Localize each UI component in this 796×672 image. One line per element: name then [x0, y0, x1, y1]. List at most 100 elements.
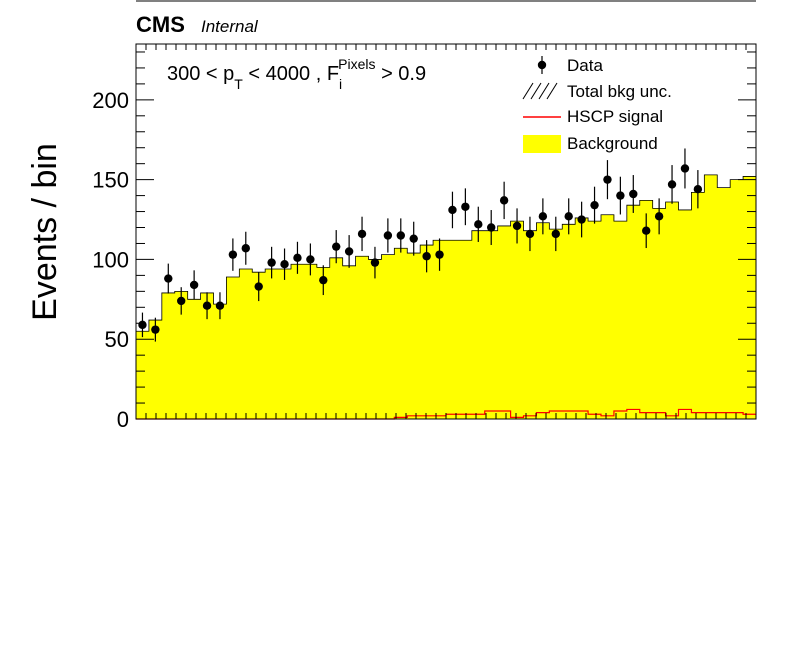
data-point-30 [525, 229, 535, 239]
data-point-0 [138, 320, 147, 330]
background-bin-32 [549, 229, 563, 419]
data-point-32 [551, 229, 560, 239]
background-bin-5 [200, 292, 214, 419]
data-point-3 [177, 296, 186, 306]
y-tick-label-50: 50 [105, 327, 129, 352]
legend-entry-data: Data [537, 56, 603, 75]
data-point-40 [654, 212, 664, 221]
data-point-10 [267, 258, 276, 267]
background-bin-44 [704, 174, 718, 419]
legend-unc-hatch [522, 82, 558, 100]
data-point-4 [189, 280, 199, 290]
background-bin-15 [329, 257, 344, 419]
background-bin-37 [613, 221, 628, 419]
background-bin-33 [562, 224, 576, 419]
background-bin-6 [213, 304, 227, 419]
background-bin-24 [446, 240, 460, 419]
background-histogram [135, 174, 757, 419]
selection-annotation: 300 < pT < 4000 , Fi Pixels > 0.9 [167, 56, 426, 92]
data-point-26 [474, 220, 483, 229]
legend-entry-unc: Total bkg unc. [522, 82, 672, 101]
data-points [138, 148, 703, 342]
data-point-38 [629, 189, 638, 199]
background-bin-26 [471, 230, 486, 419]
legend-label-bkg: Background [567, 134, 658, 153]
background-bin-13 [303, 264, 318, 419]
data-point-29 [512, 221, 522, 231]
data-point-17 [357, 229, 367, 239]
data-point-18 [370, 258, 380, 267]
data-point-39 [642, 226, 651, 235]
data-point-36 [603, 175, 612, 184]
internal-label: Internal [201, 17, 259, 36]
data-point-6 [215, 301, 225, 310]
y-axis-label: Events / bin [26, 143, 64, 321]
background-bin-23 [433, 240, 447, 419]
legend-label-signal: HSCP signal [567, 107, 663, 126]
background-bin-17 [355, 256, 369, 419]
background-outline [135, 174, 757, 419]
data-point-27 [487, 223, 496, 232]
data-point-31 [538, 212, 548, 221]
data-point-19 [383, 231, 393, 240]
legend: Data Total bkg unc. HSCP signal Backgrou… [522, 56, 672, 153]
data-point-33 [564, 212, 573, 221]
annot-suffix: > 0.9 [376, 63, 427, 85]
background-bin-7 [226, 276, 240, 419]
background-bin-41 [665, 201, 679, 419]
data-point-24 [448, 205, 457, 215]
data-point-21 [409, 234, 418, 243]
data-point-28 [499, 196, 509, 205]
background-bin-43 [691, 192, 705, 419]
data-point-20 [396, 231, 405, 240]
background-bin-47 [743, 176, 757, 419]
background-bin-40 [652, 208, 666, 419]
background-bin-21 [407, 253, 421, 419]
background-bin-35 [588, 221, 602, 419]
legend-label-unc: Total bkg unc. [567, 82, 672, 101]
background-bin-19 [381, 254, 395, 419]
data-point-7 [228, 250, 238, 259]
data-point-9 [254, 282, 263, 291]
data-point-1 [151, 325, 160, 334]
data-point-14 [319, 275, 328, 285]
annot-f-sup: Pixels [338, 56, 375, 72]
data-point-15 [332, 242, 341, 251]
y-tick-label-100: 100 [92, 247, 129, 272]
data-point-35 [590, 200, 599, 210]
cms-label: CMS [136, 12, 185, 37]
data-point-37 [616, 191, 625, 200]
data-point-25 [461, 202, 470, 211]
legend-entry-bkg: Background [523, 134, 658, 153]
background-bin-10 [265, 269, 279, 419]
data-point-34 [577, 215, 586, 224]
data-point-42 [680, 164, 690, 173]
data-point-12 [293, 253, 302, 263]
data-point-13 [306, 255, 315, 264]
background-bin-39 [639, 200, 654, 419]
data-point-8 [241, 244, 250, 253]
background-bin-20 [394, 248, 408, 419]
data-point-5 [202, 301, 212, 310]
background-bin-25 [458, 240, 473, 419]
annot-f-sub: i [339, 76, 342, 92]
annot-pt-sub: T [234, 76, 243, 92]
y-tick-label-200: 200 [92, 88, 129, 113]
background-bin-4 [187, 299, 201, 419]
y-tick-label-150: 150 [92, 168, 129, 193]
legend-data-marker [537, 60, 547, 70]
background-bin-12 [291, 264, 305, 419]
background-bin-27 [484, 230, 499, 419]
data-point-22 [422, 252, 431, 261]
background-bin-22 [420, 245, 434, 419]
background-bin-0 [136, 331, 150, 419]
legend-bkg-swatch [523, 135, 561, 153]
background-bin-29 [510, 221, 524, 419]
annot-middle: < 4000 , F [243, 63, 339, 85]
legend-label-data: Data [567, 56, 603, 75]
legend-entry-signal: HSCP signal [523, 107, 663, 126]
background-bin-38 [626, 205, 641, 419]
background-bin-28 [497, 225, 511, 419]
axis-ticks: 0 50 100 150 200 [92, 44, 757, 432]
data-point-41 [667, 180, 677, 189]
